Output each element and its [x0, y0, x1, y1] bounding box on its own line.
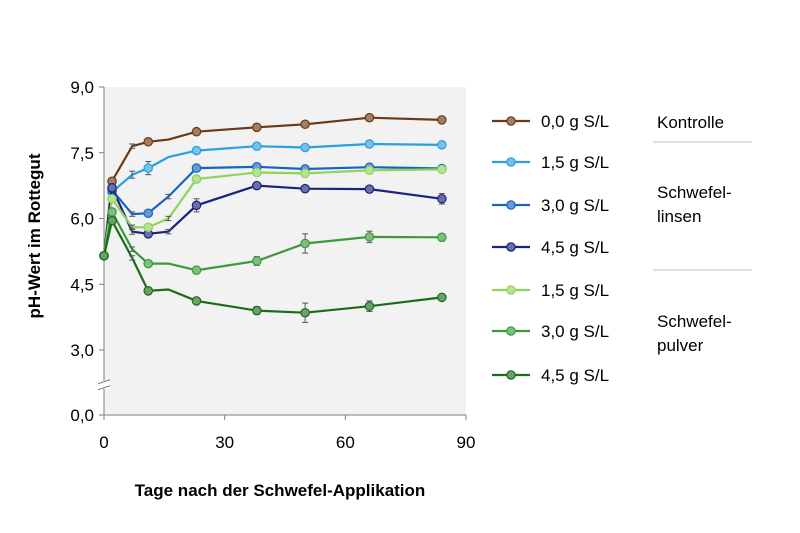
data-point: [437, 140, 447, 150]
legend-item: 1,5 g S/L: [492, 153, 609, 172]
data-point: [143, 136, 154, 147]
legend-label: 4,5 g S/L: [541, 366, 609, 385]
legend-item: 0,0 g S/L: [492, 112, 609, 131]
data-point: [107, 183, 117, 193]
data-point: [107, 215, 117, 226]
data-point: [143, 163, 154, 173]
legend-item: 4,5 g S/L: [492, 238, 609, 257]
data-point: [300, 168, 310, 179]
data-point: [437, 193, 447, 204]
data-point: [107, 207, 117, 217]
y-tick-label: 4,5: [70, 275, 94, 294]
data-point: [252, 256, 262, 266]
series-line: [102, 168, 442, 256]
series-line: [102, 165, 442, 256]
y-tick-label: 9,0: [70, 78, 94, 97]
data-point: [252, 167, 262, 178]
data-point: [252, 180, 262, 191]
legend-marker: [506, 242, 516, 252]
data-point: [191, 296, 202, 306]
legend-label: 3,0 g S/L: [541, 196, 609, 215]
y-axis-title: pH-Wert im Rottegut: [25, 153, 44, 318]
data-point: [143, 286, 154, 296]
legend-label: 4,5 g S/L: [541, 238, 609, 257]
data-point: [364, 184, 375, 194]
legend-marker: [506, 116, 516, 126]
series-3: [99, 180, 447, 261]
x-tick-label: 0: [99, 433, 108, 452]
axis-break-mark: [97, 379, 111, 385]
legend-marker: [506, 200, 516, 210]
data-point: [300, 183, 310, 194]
x-tick-label: 60: [336, 433, 355, 452]
series-line: [102, 142, 442, 256]
series-line: [102, 208, 442, 272]
legend-item: 4,5 g S/L: [492, 366, 609, 385]
data-point: [300, 142, 310, 153]
x-tick-label: 30: [215, 433, 234, 452]
series-line: [102, 183, 443, 256]
data-point: [99, 250, 109, 261]
series-line: [102, 217, 443, 314]
data-point: [437, 292, 447, 303]
series-5: [99, 207, 447, 276]
legend-item: 3,0 g S/L: [492, 322, 609, 341]
data-point: [107, 193, 117, 204]
data-point: [437, 164, 447, 175]
legend-label: 3,0 g S/L: [541, 322, 609, 341]
data-point: [437, 115, 447, 125]
series-6: [99, 215, 447, 323]
legend-marker: [506, 157, 516, 167]
data-point: [300, 307, 310, 318]
y-tick-label: 7,5: [70, 144, 94, 163]
data-point: [143, 258, 154, 269]
data-point: [252, 141, 262, 151]
y-tick-label: 0,0: [70, 406, 94, 425]
data-point: [252, 122, 262, 133]
legend-marker: [506, 370, 516, 380]
data-point: [191, 163, 202, 173]
data-point: [300, 119, 310, 130]
legend-label: 1,5 g S/L: [541, 153, 609, 172]
axis-break-mark: [97, 385, 111, 391]
series-line: [102, 116, 442, 256]
legend-item: 3,0 g S/L: [492, 196, 609, 215]
y-tick-label: 6,0: [70, 210, 94, 229]
legend-group-label: Schwefel-pulver: [657, 312, 732, 355]
legend-group-label: Kontrolle: [657, 113, 724, 132]
data-point: [143, 208, 154, 219]
data-point: [364, 232, 375, 242]
legend-marker: [506, 285, 516, 295]
data-point: [191, 174, 202, 184]
x-tick-label: 90: [457, 433, 476, 452]
legend-label: 0,0 g S/L: [541, 112, 609, 131]
data-point: [191, 265, 202, 276]
legend-label: 1,5 g S/L: [541, 281, 609, 300]
data-point: [437, 232, 447, 243]
series-4: [99, 164, 447, 261]
legend-group-label: Schwefel-linsen: [657, 183, 732, 226]
y-tick-label: 3,0: [70, 341, 94, 360]
data-point: [300, 238, 310, 249]
data-point: [364, 139, 375, 149]
axis-break-gap: [98, 380, 110, 389]
legend-item: 1,5 g S/L: [492, 281, 609, 300]
data-point: [364, 301, 375, 311]
data-point: [364, 165, 375, 176]
data-point: [364, 112, 375, 123]
data-point: [143, 222, 154, 233]
data-point: [191, 200, 202, 211]
data-point: [252, 305, 262, 316]
data-point: [191, 126, 202, 137]
x-axis-title: Tage nach der Schwefel-Applikation: [135, 481, 426, 500]
legend-marker: [506, 326, 516, 336]
data-point: [191, 145, 202, 156]
